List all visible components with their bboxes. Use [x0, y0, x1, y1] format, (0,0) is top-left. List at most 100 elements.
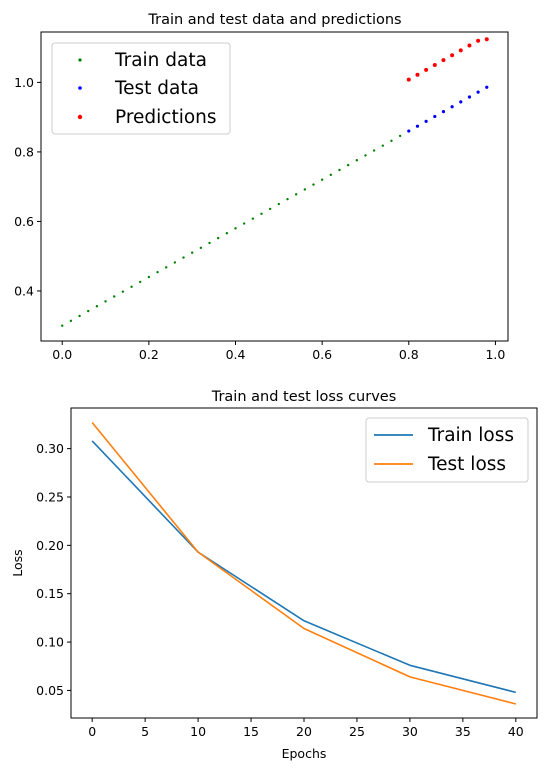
point-train-data	[242, 222, 246, 225]
point-train-data	[182, 256, 185, 259]
y-tick-label: 0.8	[14, 144, 34, 159]
x-tick-label: 0.4	[226, 347, 246, 362]
x-tick-label: 20	[296, 724, 312, 739]
legend-label-test-data: Test data	[114, 78, 199, 99]
point-predictions	[415, 72, 420, 77]
point-train-data	[312, 183, 315, 186]
point-train-data	[78, 314, 81, 318]
point-train-data	[277, 202, 281, 206]
x-tick-label: 30	[402, 724, 418, 739]
line-train-loss	[91, 440, 517, 694]
point-test-data	[467, 95, 472, 99]
point-train-data	[381, 144, 385, 147]
point-train-data	[190, 251, 194, 254]
legend-label-predictions: Predictions	[115, 107, 217, 128]
point-predictions	[406, 77, 411, 82]
y-tick-label: 1.0	[14, 75, 34, 90]
line-test-loss	[91, 422, 517, 705]
x-axis-label: Epochs	[282, 746, 327, 761]
point-train-data	[139, 280, 142, 284]
axes-frame	[70, 407, 538, 719]
point-test-data	[485, 85, 489, 89]
legend-label-test-loss: Test loss	[427, 454, 506, 475]
point-predictions	[467, 43, 472, 48]
scatter-marks	[61, 37, 489, 327]
point-train-data	[294, 193, 298, 196]
y-axis-label: Loss	[10, 549, 25, 576]
point-test-data	[424, 119, 428, 123]
loss-line-chart: Train and test loss curves 0 5 10 15 20 25 30 3…	[10, 389, 538, 761]
point-test-data	[441, 109, 446, 114]
legend-entry-train-data: Train data	[78, 50, 207, 71]
y-tick-label: 0.20	[36, 538, 64, 553]
point-train-data	[355, 159, 359, 162]
x-tick-label: 0.8	[399, 347, 419, 362]
point-test-data	[415, 124, 420, 128]
point-train-data	[147, 275, 151, 279]
legend-marker-test-data	[78, 86, 82, 90]
x-tick-label: 0.2	[139, 347, 159, 362]
legend-entry-train-loss: Train loss	[374, 425, 514, 446]
point-train-data	[156, 270, 159, 274]
axes-frame	[40, 31, 509, 342]
y-tick-label: 0.30	[36, 441, 64, 456]
point-train-data	[104, 300, 107, 303]
point-train-data	[372, 149, 376, 152]
point-train-data	[61, 324, 64, 327]
chart-title: Train and test data and predictions	[147, 12, 401, 28]
point-train-data	[320, 178, 324, 181]
point-predictions	[441, 58, 446, 63]
point-train-data	[199, 246, 203, 250]
point-test-data	[433, 114, 437, 119]
point-test-data	[407, 129, 411, 133]
x-tick-label: 25	[349, 724, 365, 739]
point-predictions	[432, 63, 437, 68]
y-tick-label: 0.6	[14, 214, 34, 229]
point-train-data	[329, 173, 333, 177]
point-train-data	[364, 154, 367, 157]
point-train-data	[130, 285, 133, 288]
point-train-data	[95, 305, 99, 308]
x-axis-ticks: 0.0 0.2 0.4 0.6 0.8 1.0	[52, 341, 505, 362]
point-predictions	[424, 67, 429, 72]
point-train-data	[225, 232, 229, 235]
y-axis-ticks: 0.4 0.6 0.8 1.0	[14, 75, 41, 298]
point-train-data	[251, 217, 255, 220]
y-tick-label: 0.10	[36, 635, 64, 650]
point-train-data	[173, 261, 177, 264]
x-tick-label: 1.0	[485, 347, 505, 362]
legend: Train loss Test loss	[365, 417, 529, 483]
x-tick-label: 5	[141, 724, 149, 739]
point-train-data	[303, 188, 307, 191]
y-tick-label: 0.25	[36, 489, 64, 504]
point-train-data	[69, 319, 73, 323]
y-tick-label: 0.05	[36, 683, 64, 698]
point-train-data	[390, 139, 393, 142]
point-train-data	[268, 207, 272, 211]
point-train-data	[216, 236, 220, 240]
scatter-chart: Train and test data and predictions 0.0 0…	[14, 12, 509, 362]
point-train-data	[286, 197, 289, 201]
x-tick-label: 10	[190, 724, 206, 739]
legend-entry-predictions: Predictions	[77, 107, 217, 128]
x-tick-label: 35	[455, 724, 471, 739]
x-tick-label: 0.0	[52, 347, 72, 362]
point-train-data	[208, 241, 211, 245]
point-train-data	[87, 309, 90, 313]
point-predictions	[484, 37, 489, 42]
legend-label-train-data: Train data	[114, 50, 207, 71]
y-tick-label: 0.15	[36, 586, 64, 601]
point-train-data	[346, 163, 350, 167]
point-train-data	[121, 290, 125, 293]
point-train-data	[398, 134, 402, 138]
chart-title: Train and test loss curves	[211, 389, 397, 405]
legend-entry-test-loss: Test loss	[374, 454, 506, 475]
legend: Train data Test data Predictions	[51, 42, 231, 135]
x-tick-label: 0	[88, 724, 96, 739]
point-predictions	[450, 53, 455, 58]
point-train-data	[113, 295, 116, 298]
x-axis-ticks: 0 5 10 15 20 25 30 35 40	[88, 718, 524, 739]
point-test-data	[459, 100, 463, 104]
y-tick-label: 0.4	[14, 283, 34, 298]
